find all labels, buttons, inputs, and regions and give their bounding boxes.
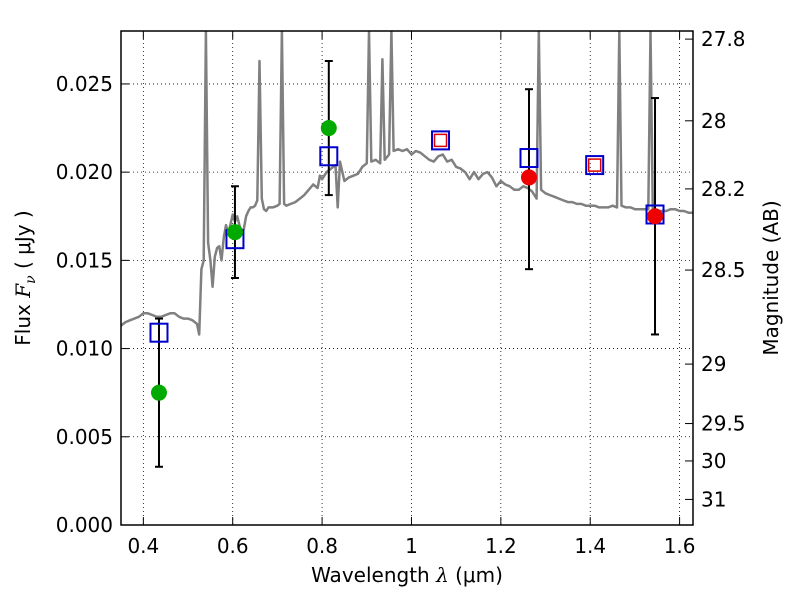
x-tick-label: 1.4 [574,534,606,558]
plot-frame [120,30,694,526]
y2-tick-label: 28 [701,109,726,133]
green-point [320,120,337,137]
y-axis-title: Flux Fν ( μJy ) [11,210,39,345]
observed-flux-square [431,130,451,151]
x-tick-label: 0.4 [127,534,159,558]
red-square [587,158,602,172]
x-tick-label: 1.2 [485,534,517,558]
y2-axis-title: Magnitude (AB) [759,200,783,355]
plot-area [121,31,693,468]
red-point [647,208,664,225]
x-tick-label: 1 [405,534,418,558]
y-tick-label: 0.005 [56,425,113,449]
observed-flux-square [319,146,339,167]
x-axis-title: Wavelength λ (μm) [311,563,503,587]
y2-tick-label: 28.5 [701,258,746,282]
axis-ticks: 0.4 0.6 0.8 1 1.2 1.4 1.6 0.000 0.005 0.010 0.015 0… [56,27,746,558]
x-tick-label: 1.6 [664,534,696,558]
y-tick-label: 0.010 [56,337,113,361]
observed-flux-square [519,148,539,169]
y-tick-label: 0.000 [56,513,113,537]
y2-tick-label: 28.2 [701,177,746,201]
y2-tick-label: 29 [701,352,726,376]
x-tick-label: 0.8 [306,534,338,558]
y-tick-label: 0.025 [56,72,113,96]
x-tick-label: 0.6 [217,534,249,558]
red-square [433,133,448,148]
observed-flux-square [149,322,169,343]
y-tick-label: 0.020 [56,160,113,184]
green-point [150,384,167,401]
y-tick-label: 0.015 [56,248,113,272]
red-point [520,169,537,186]
y2-tick-label: 29.5 [701,412,746,436]
y2-tick-label: 30 [701,449,726,473]
green-point [226,224,243,241]
model-spectrum-line [121,31,693,336]
observed-flux-square [585,155,605,176]
y2-tick-label: 27.8 [701,27,746,51]
y2-tick-label: 31 [701,487,726,511]
